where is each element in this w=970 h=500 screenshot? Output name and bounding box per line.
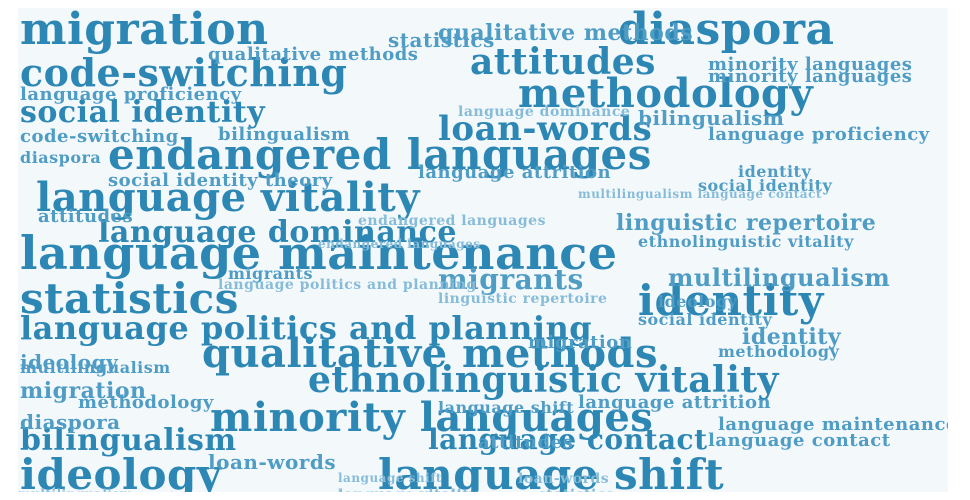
word-cloud-term: minority languages (210, 394, 654, 441)
word-cloud-term: diaspora (618, 8, 835, 55)
word-cloud-term: code-switching (20, 50, 348, 95)
word-cloud-term: identity (742, 324, 842, 350)
word-cloud-term: ethnolinguistic vitality (308, 359, 779, 401)
word-cloud-term: language dominance (98, 215, 457, 250)
word-cloud-term: linguistic repertoire (438, 291, 608, 307)
word-cloud-term: language shift (438, 398, 575, 417)
word-cloud-term: linguistic repertoire (616, 210, 877, 236)
word-cloud-term: language proficiency (20, 84, 242, 105)
word-cloud-term: methodology (78, 392, 214, 413)
word-cloud-term: attitudes (38, 206, 134, 227)
word-cloud-term: statistics (388, 28, 495, 52)
word-cloud-term: migrants (438, 263, 584, 296)
word-cloud-term: multilingualism (18, 488, 133, 492)
word-cloud-term: loan-words (518, 471, 610, 487)
word-cloud-term: social identity (20, 95, 266, 130)
word-cloud-term: language contact (708, 430, 891, 451)
word-cloud-term: multilingualism language contact (578, 187, 822, 201)
word-cloud-term: attitudes (470, 41, 656, 83)
word-cloud-term: multilingualism (20, 358, 171, 377)
word-cloud-term: endangered languages (108, 130, 652, 179)
word-cloud-term: diaspora (20, 410, 121, 434)
word-cloud-term: language politics and planning (218, 277, 477, 293)
word-cloud-term: endangered languages (358, 213, 546, 229)
word-cloud-term: bilingualism (638, 106, 785, 130)
word-cloud-term: loan-words (208, 450, 337, 474)
word-cloud-term: code-switching (20, 126, 179, 147)
word-cloud-term: social identity theory (108, 170, 333, 191)
word-cloud-term: migration (528, 332, 633, 353)
word-cloud: migration diaspora code-switching attitudes… (18, 8, 948, 492)
word-cloud-term: ideology (20, 450, 222, 493)
word-cloud-term: migration (20, 378, 147, 404)
word-cloud-term: minority languages (708, 66, 913, 87)
word-cloud-term: language maintenance (718, 414, 948, 435)
word-cloud-term: ethnolinguistic vitality (638, 232, 854, 251)
word-cloud-term: qualitative methods (208, 44, 419, 65)
word-cloud-term: bilingualism (20, 423, 237, 458)
word-cloud-term: diaspora (20, 148, 102, 167)
word-cloud-term: language attrition (418, 162, 612, 183)
word-cloud-term: language dominance (458, 104, 631, 120)
word-cloud-term: methodology (718, 342, 840, 361)
word-cloud-term: identity (738, 162, 812, 181)
word-cloud-term: migration (20, 8, 269, 55)
word-cloud-term: methodology (518, 70, 814, 117)
word-cloud-term: loan-words (438, 109, 653, 149)
word-cloud-term: identity (638, 276, 824, 325)
word-cloud-term: statistics (20, 274, 239, 323)
word-cloud-term: social identity (638, 310, 773, 329)
word-cloud-term: statistics (538, 488, 614, 492)
word-cloud-term: qualitative methods (202, 330, 659, 377)
word-cloud-term: language shift (378, 450, 725, 493)
word-cloud-term: language shift (338, 471, 442, 485)
word-cloud-term: language vitality (338, 490, 478, 492)
word-cloud-term: attitudes (478, 432, 574, 453)
word-cloud-term: migrants (228, 264, 314, 283)
word-cloud-term: ideology (658, 292, 738, 311)
word-cloud-term: language proficiency (708, 124, 930, 145)
word-cloud-term: minority languages (708, 54, 913, 75)
word-cloud-term: language vitality (36, 174, 420, 221)
word-cloud-term: language politics and planning (20, 309, 593, 347)
word-cloud-term: bilingualism (218, 124, 351, 145)
word-cloud-term: social identity (698, 176, 833, 195)
word-cloud-term: ideology (20, 350, 119, 374)
word-cloud-term: qualitative methods (438, 20, 694, 46)
word-cloud-term: language maintenance (20, 226, 618, 280)
word-cloud-term: language attrition (578, 392, 772, 413)
word-cloud-term: endangered languages (318, 237, 481, 251)
word-cloud-term: language vitality (338, 488, 478, 492)
word-cloud-term: multilingualism (668, 263, 891, 292)
word-cloud-term: language contact (428, 423, 708, 456)
